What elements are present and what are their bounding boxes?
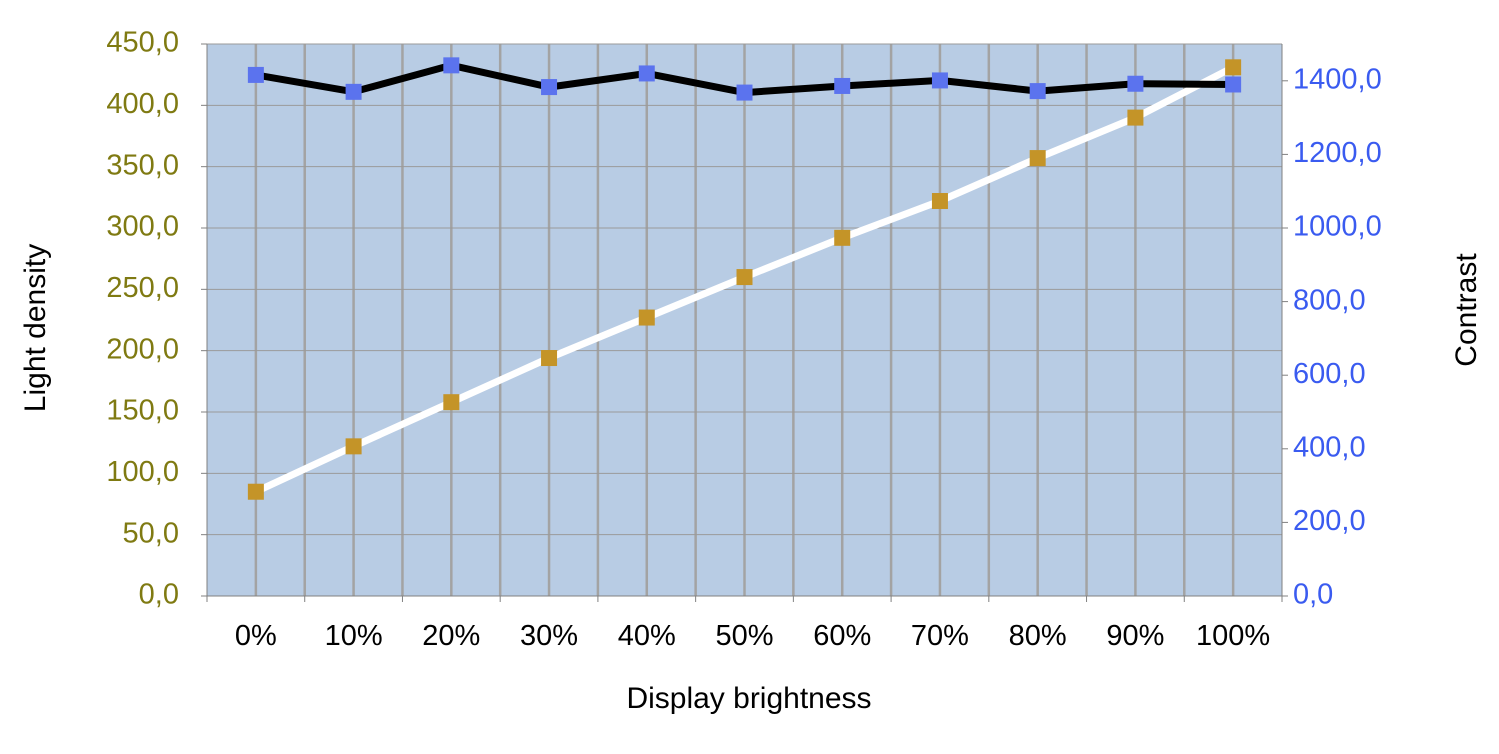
- y-axis-right-tick-label: 1400,0: [1293, 63, 1382, 95]
- x-axis-tick-label: 10%: [325, 620, 383, 652]
- contrast-point: [345, 83, 362, 100]
- contrast-point: [834, 77, 851, 94]
- y-axis-right-tick-label: 1000,0: [1293, 211, 1382, 243]
- light-density-point: [1127, 109, 1144, 126]
- y-axis-left-tick-label: 100,0: [106, 456, 179, 488]
- y-axis-left-tick-label: 150,0: [106, 395, 179, 427]
- y-axis-right-tick-label: 600,0: [1293, 358, 1366, 390]
- light-density-point: [736, 269, 753, 286]
- y-axis-left-tick-label: 350,0: [106, 149, 179, 181]
- y-axis-left-tick-label: 400,0: [106, 88, 179, 120]
- light-density-point: [345, 438, 362, 455]
- contrast-point: [931, 72, 948, 89]
- light-density-point: [1029, 150, 1046, 167]
- x-axis-tick-label: 20%: [422, 620, 480, 652]
- contrast-point: [1127, 75, 1144, 92]
- contrast-point: [247, 66, 264, 83]
- contrast-point: [736, 84, 753, 101]
- label-layer: 0,0 50,0 100,0 150,0 200,0 250,0 300,0 350,0 400…: [106, 27, 1381, 652]
- x-axis-tick-label: 70%: [911, 620, 969, 652]
- contrast-point: [541, 79, 558, 96]
- y-axis-left-tick-label: 300,0: [106, 211, 179, 243]
- y-axis-left-tick-label: 50,0: [123, 517, 179, 549]
- y-axis-right-tick-label: 200,0: [1293, 505, 1366, 537]
- light-density-point: [541, 350, 558, 367]
- light-density-point: [1225, 59, 1242, 76]
- y-axis-left-tick-label: 0,0: [139, 579, 179, 611]
- y-axis-left-tick-label: 200,0: [106, 333, 179, 365]
- light-density-point: [834, 229, 851, 246]
- y-axis-left-tick-label: 250,0: [106, 272, 179, 304]
- series-layer: [247, 57, 1242, 500]
- contrast-point: [638, 65, 655, 82]
- y-axis-right-tick-label: 800,0: [1293, 284, 1366, 316]
- x-axis-tick-label: 30%: [520, 620, 578, 652]
- y-axis-right-tick-label: 400,0: [1293, 431, 1366, 463]
- y-axis-right-tick-label: 0,0: [1293, 579, 1333, 611]
- x-axis-tick-label: 80%: [1009, 620, 1067, 652]
- contrast-point: [1029, 83, 1046, 100]
- x-axis-tick-label: 50%: [715, 620, 773, 652]
- axis-layer: [201, 43, 1288, 602]
- y-axis-left-title: Light density: [19, 244, 52, 412]
- y-axis-left-tick-label: 450,0: [106, 27, 179, 59]
- light-density-point: [931, 193, 948, 210]
- x-axis-tick-label: 60%: [813, 620, 871, 652]
- contrast-point: [443, 57, 460, 74]
- x-axis-title: Display brightness: [626, 682, 871, 715]
- x-axis-tick-label: 90%: [1106, 620, 1164, 652]
- x-axis-tick-label: 100%: [1196, 620, 1270, 652]
- y-axis-right-title: Contrast: [1450, 253, 1483, 367]
- light-density-point: [247, 483, 264, 500]
- light-density-point: [443, 394, 460, 411]
- light-density-point: [638, 309, 655, 326]
- y-axis-right-tick-label: 1200,0: [1293, 137, 1382, 169]
- x-axis-tick-label: 0%: [235, 620, 277, 652]
- x-axis-tick-label: 40%: [618, 620, 676, 652]
- contrast-point: [1225, 76, 1242, 93]
